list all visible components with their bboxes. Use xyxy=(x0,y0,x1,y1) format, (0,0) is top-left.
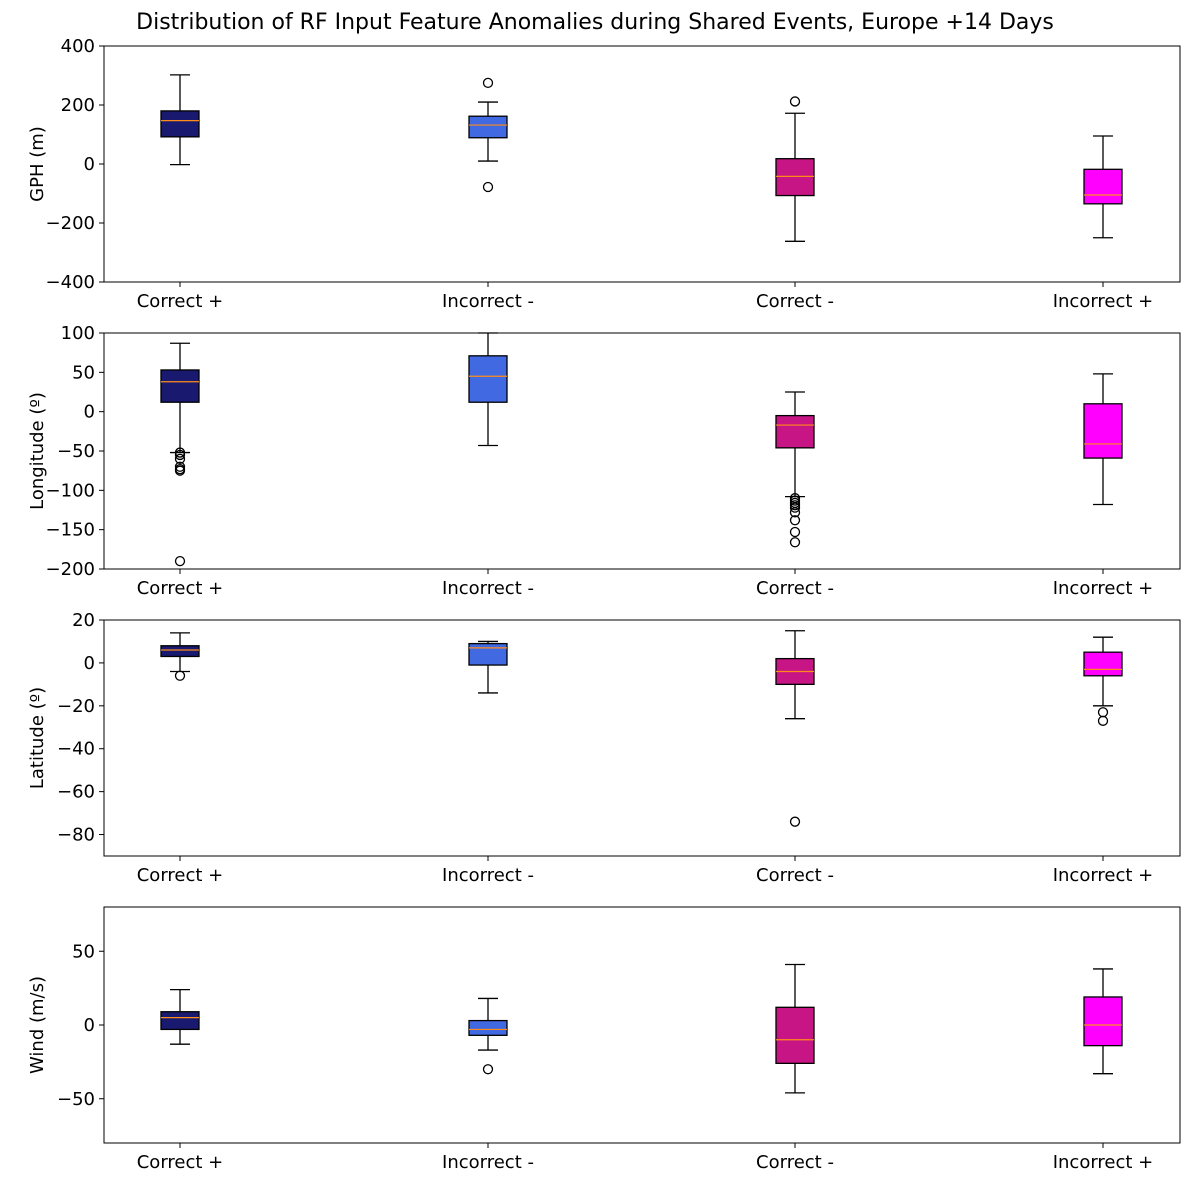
y-tick-label: −100 xyxy=(46,480,95,501)
y-axis-label: Longitude (º) xyxy=(27,392,48,510)
y-tick-label: −60 xyxy=(57,782,95,803)
outlier-point xyxy=(789,96,801,107)
outlier-point xyxy=(482,181,494,193)
y-tick-label: −400 xyxy=(46,272,95,293)
y-tick-label: −200 xyxy=(46,213,95,234)
x-tick-label: Incorrect + xyxy=(1053,865,1154,886)
iqr-box xyxy=(775,414,815,449)
iqr-box xyxy=(775,1006,815,1064)
box-incorrect-4 xyxy=(1083,968,1123,1075)
iqr-box xyxy=(468,642,508,666)
axes-frame xyxy=(103,619,1181,857)
box-correct-4 xyxy=(160,988,200,1045)
chart-title: Distribution of RF Input Feature Anomali… xyxy=(136,10,1054,35)
box-incorrect-2 xyxy=(468,332,508,447)
iqr-box xyxy=(1083,403,1123,459)
iqr-box xyxy=(160,1011,200,1031)
y-tick-label: 0 xyxy=(84,402,95,423)
y-tick-label: −40 xyxy=(57,739,95,760)
x-tick-label: Incorrect + xyxy=(1053,291,1154,312)
y-tick-label: 20 xyxy=(72,610,95,631)
box-incorrect-3 xyxy=(468,640,508,694)
box-correct-2 xyxy=(775,391,815,548)
x-tick-label: Correct - xyxy=(756,291,834,312)
iqr-box xyxy=(160,110,200,138)
x-tick-label: Correct + xyxy=(137,865,224,886)
y-axis-label: GPH (m) xyxy=(27,126,48,202)
outlier-point xyxy=(789,515,801,526)
x-tick-label: Incorrect - xyxy=(442,865,534,886)
panel-4: Wind (m/s) −50 0 50 Correct + Incorrect - Corr… xyxy=(27,906,1181,1173)
outlier-point xyxy=(1097,707,1109,718)
outlier-point xyxy=(174,453,186,465)
outlier-point xyxy=(789,537,801,548)
box-incorrect-3 xyxy=(1083,636,1123,726)
outlier-point xyxy=(174,449,186,461)
box-correct-1 xyxy=(775,96,815,242)
axes-frame xyxy=(103,906,1181,1144)
iqr-box xyxy=(160,645,200,658)
box-correct-3 xyxy=(775,630,815,827)
iqr-box xyxy=(775,158,815,197)
panel-2: Longitude (º) −200 −150 −100 −50 0 50 100 Correc… xyxy=(27,323,1181,599)
y-axis-label: Latitude (º) xyxy=(27,687,48,789)
y-axis-label: Wind (m/s) xyxy=(27,976,48,1074)
x-tick-label: Incorrect - xyxy=(442,291,534,312)
y-tick-label: 50 xyxy=(72,362,95,383)
y-tick-label: 100 xyxy=(61,323,95,344)
y-tick-label: 0 xyxy=(84,653,95,674)
box-incorrect-1 xyxy=(468,77,508,193)
y-tick-label: −150 xyxy=(46,520,95,541)
x-tick-label: Correct + xyxy=(137,578,224,599)
iqr-box xyxy=(468,1019,508,1036)
iqr-box xyxy=(1083,996,1123,1047)
box-correct-3 xyxy=(160,632,200,681)
y-tick-label: 0 xyxy=(84,154,95,175)
y-tick-label: 0 xyxy=(84,1015,95,1036)
x-tick-label: Correct - xyxy=(756,578,834,599)
y-tick-label: −50 xyxy=(57,441,95,462)
box-correct-2 xyxy=(160,342,200,567)
outlier-point xyxy=(789,507,801,518)
iqr-box xyxy=(468,355,508,403)
outlier-point xyxy=(482,77,494,89)
x-tick-label: Incorrect - xyxy=(442,578,534,599)
x-tick-label: Incorrect + xyxy=(1053,578,1154,599)
iqr-box xyxy=(1083,651,1123,677)
y-tick-label: −20 xyxy=(57,696,95,717)
box-incorrect-2 xyxy=(1083,373,1123,506)
outlier-point xyxy=(789,816,801,827)
outlier-point xyxy=(174,555,186,567)
y-tick-label: −80 xyxy=(57,825,95,846)
x-tick-label: Incorrect - xyxy=(442,1152,534,1173)
y-tick-label: −200 xyxy=(46,559,95,580)
x-tick-label: Correct - xyxy=(756,865,834,886)
x-tick-label: Correct + xyxy=(137,291,224,312)
box-incorrect-1 xyxy=(1083,135,1123,239)
y-tick-label: 50 xyxy=(72,941,95,962)
x-tick-label: Correct - xyxy=(756,1152,834,1173)
iqr-box xyxy=(468,115,508,139)
box-correct-1 xyxy=(160,74,200,166)
box-incorrect-4 xyxy=(468,997,508,1075)
iqr-box xyxy=(160,369,200,403)
axes-frame xyxy=(103,45,1181,283)
panel-1: GPH (m) −400 −200 0 200 400 Correct + Incorrect… xyxy=(27,36,1181,312)
axes-frame xyxy=(103,332,1181,570)
box-correct-4 xyxy=(775,963,815,1094)
outlier-point xyxy=(789,526,801,538)
outlier-point xyxy=(174,670,186,681)
y-tick-label: 200 xyxy=(61,95,95,116)
y-tick-label: −50 xyxy=(57,1089,95,1110)
x-tick-label: Incorrect + xyxy=(1053,1152,1154,1173)
panel-3: Latitude (º) −80 −60 −40 −20 0 20 Correct + Inco… xyxy=(27,610,1181,886)
outlier-point xyxy=(482,1064,494,1075)
outlier-point xyxy=(789,502,801,513)
x-tick-label: Correct + xyxy=(137,1152,224,1173)
outlier-point xyxy=(1097,715,1109,726)
iqr-box xyxy=(1083,168,1123,205)
y-tick-label: 400 xyxy=(61,36,95,57)
outlier-point xyxy=(174,465,186,476)
